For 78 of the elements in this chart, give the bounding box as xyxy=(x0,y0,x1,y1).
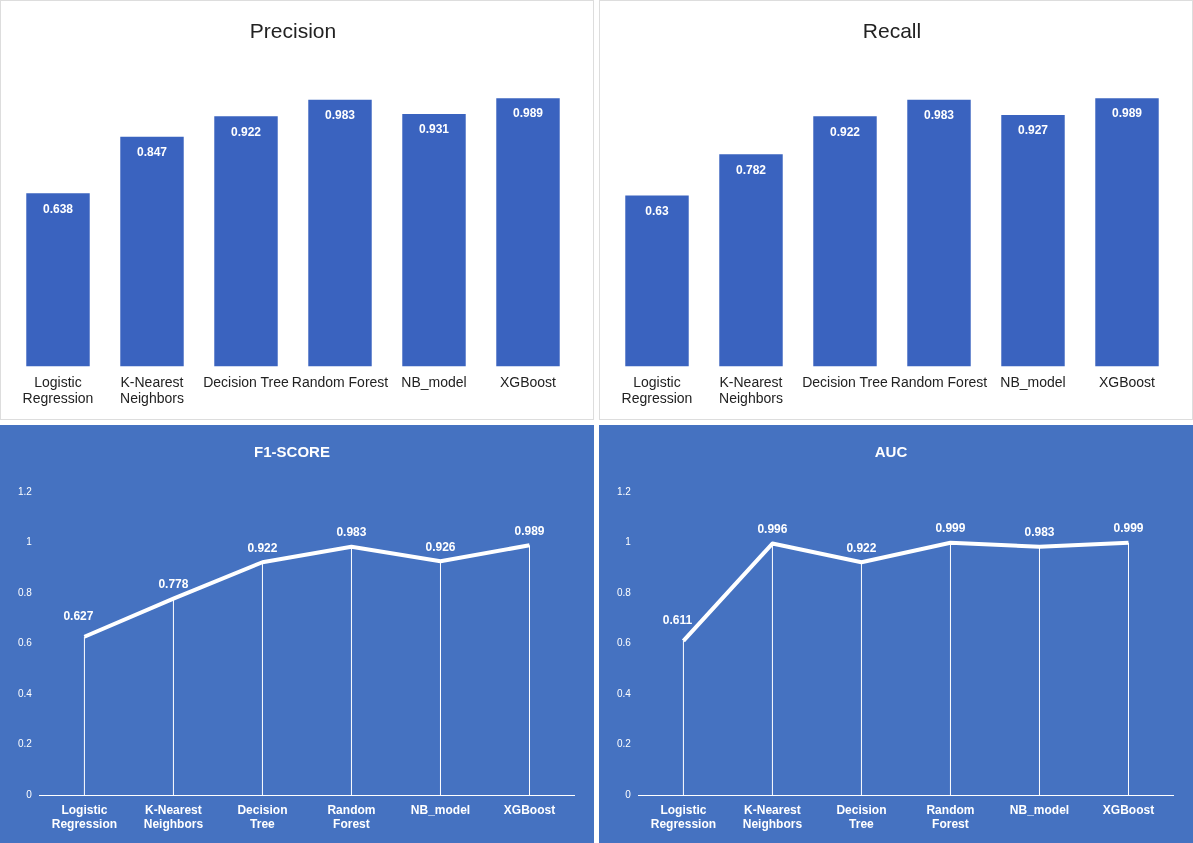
bar xyxy=(308,99,372,367)
data-label: 0.999 xyxy=(935,521,966,536)
data-label: 0.983 xyxy=(324,108,356,123)
data-label: 0.611 xyxy=(662,613,693,628)
data-label: 0.983 xyxy=(336,525,367,540)
data-label: 0.989 xyxy=(514,523,545,538)
data-label: 0.996 xyxy=(757,521,788,536)
bar xyxy=(402,113,466,367)
data-label: 0.778 xyxy=(158,576,189,591)
x-tick-label: Random Forest xyxy=(291,373,389,390)
x-tick-label: XGBoost xyxy=(1102,802,1155,817)
y-tick-label: 0.8 xyxy=(617,586,632,598)
x-tick-label: Decision Tree xyxy=(237,802,288,832)
data-label: 0.847 xyxy=(136,145,168,160)
bar xyxy=(214,116,278,367)
x-tick-label: Logistic Regression xyxy=(22,373,94,407)
x-tick-label: NB_model xyxy=(410,802,471,817)
chart-title: Recall xyxy=(862,19,922,43)
x-tick-label: NB_model xyxy=(401,373,467,390)
x-tick-label: XGBoost xyxy=(499,373,557,390)
x-tick-label: K-Nearest Neighbors xyxy=(719,373,783,407)
x-tick-label: Decision Tree xyxy=(836,802,887,832)
data-label: 0.627 xyxy=(63,609,94,624)
x-tick-label: NB_model xyxy=(1000,373,1066,390)
y-tick-label: 1 xyxy=(26,536,33,548)
x-tick-label: K-Nearest Neighbors xyxy=(120,373,184,407)
bar xyxy=(120,136,184,367)
y-tick-label: 0.2 xyxy=(18,738,33,750)
x-tick-label: K-Nearest Neighbors xyxy=(742,802,803,832)
bar xyxy=(1001,115,1065,367)
bar xyxy=(719,154,783,367)
y-tick-label: 0 xyxy=(26,788,33,800)
bar xyxy=(1095,98,1159,367)
x-tick-label: NB_model xyxy=(1009,802,1070,817)
y-tick-label: 0.2 xyxy=(617,738,632,750)
y-tick-label: 0.6 xyxy=(18,637,33,649)
y-tick-label: 0.8 xyxy=(18,586,33,598)
bar xyxy=(907,99,971,367)
data-label: 0.922 xyxy=(247,540,278,555)
y-tick-label: 0.6 xyxy=(617,637,632,649)
bar xyxy=(813,116,877,367)
y-tick-label: 1.2 xyxy=(617,485,632,497)
chart-title: AUC xyxy=(874,443,908,461)
x-tick-label: Decision Tree xyxy=(203,373,290,390)
y-tick-label: 1.2 xyxy=(18,485,33,497)
x-tick-label: Random Forest xyxy=(327,802,376,832)
data-label: 0.922 xyxy=(846,540,877,555)
x-tick-label: Logistic Regression xyxy=(51,802,118,832)
data-label: 0.63 xyxy=(645,203,669,218)
x-tick-label: Decision Tree xyxy=(802,373,889,390)
bar xyxy=(625,195,689,367)
data-label: 0.989 xyxy=(512,106,544,121)
x-tick-label: XGBoost xyxy=(1098,373,1156,390)
x-tick-label: Logistic Regression xyxy=(621,373,693,407)
chart-title: Precision xyxy=(249,19,337,43)
data-label: 0.922 xyxy=(829,124,861,139)
x-tick-label: Random Forest xyxy=(890,373,988,390)
data-label: 0.983 xyxy=(1024,525,1055,540)
x-tick-label: Random Forest xyxy=(926,802,975,832)
chart-title: F1-SCORE xyxy=(254,443,330,461)
data-label: 0.926 xyxy=(425,539,456,554)
data-label: 0.922 xyxy=(230,124,262,139)
x-tick-label: K-Nearest Neighbors xyxy=(143,802,204,832)
bar xyxy=(26,193,90,367)
y-tick-label: 0.4 xyxy=(617,687,632,699)
y-tick-label: 0 xyxy=(625,788,632,800)
bar xyxy=(496,98,560,367)
data-label: 0.983 xyxy=(923,108,955,123)
data-label: 0.999 xyxy=(1113,521,1144,536)
data-label: 0.931 xyxy=(418,122,450,137)
data-label: 0.927 xyxy=(1017,123,1049,138)
data-label: 0.638 xyxy=(42,201,74,216)
data-label: 0.989 xyxy=(1111,106,1143,121)
data-label: 0.782 xyxy=(735,162,767,177)
x-tick-label: Logistic Regression xyxy=(650,802,717,832)
y-tick-label: 1 xyxy=(625,536,632,548)
x-tick-label: XGBoost xyxy=(503,802,556,817)
y-tick-label: 0.4 xyxy=(18,687,33,699)
